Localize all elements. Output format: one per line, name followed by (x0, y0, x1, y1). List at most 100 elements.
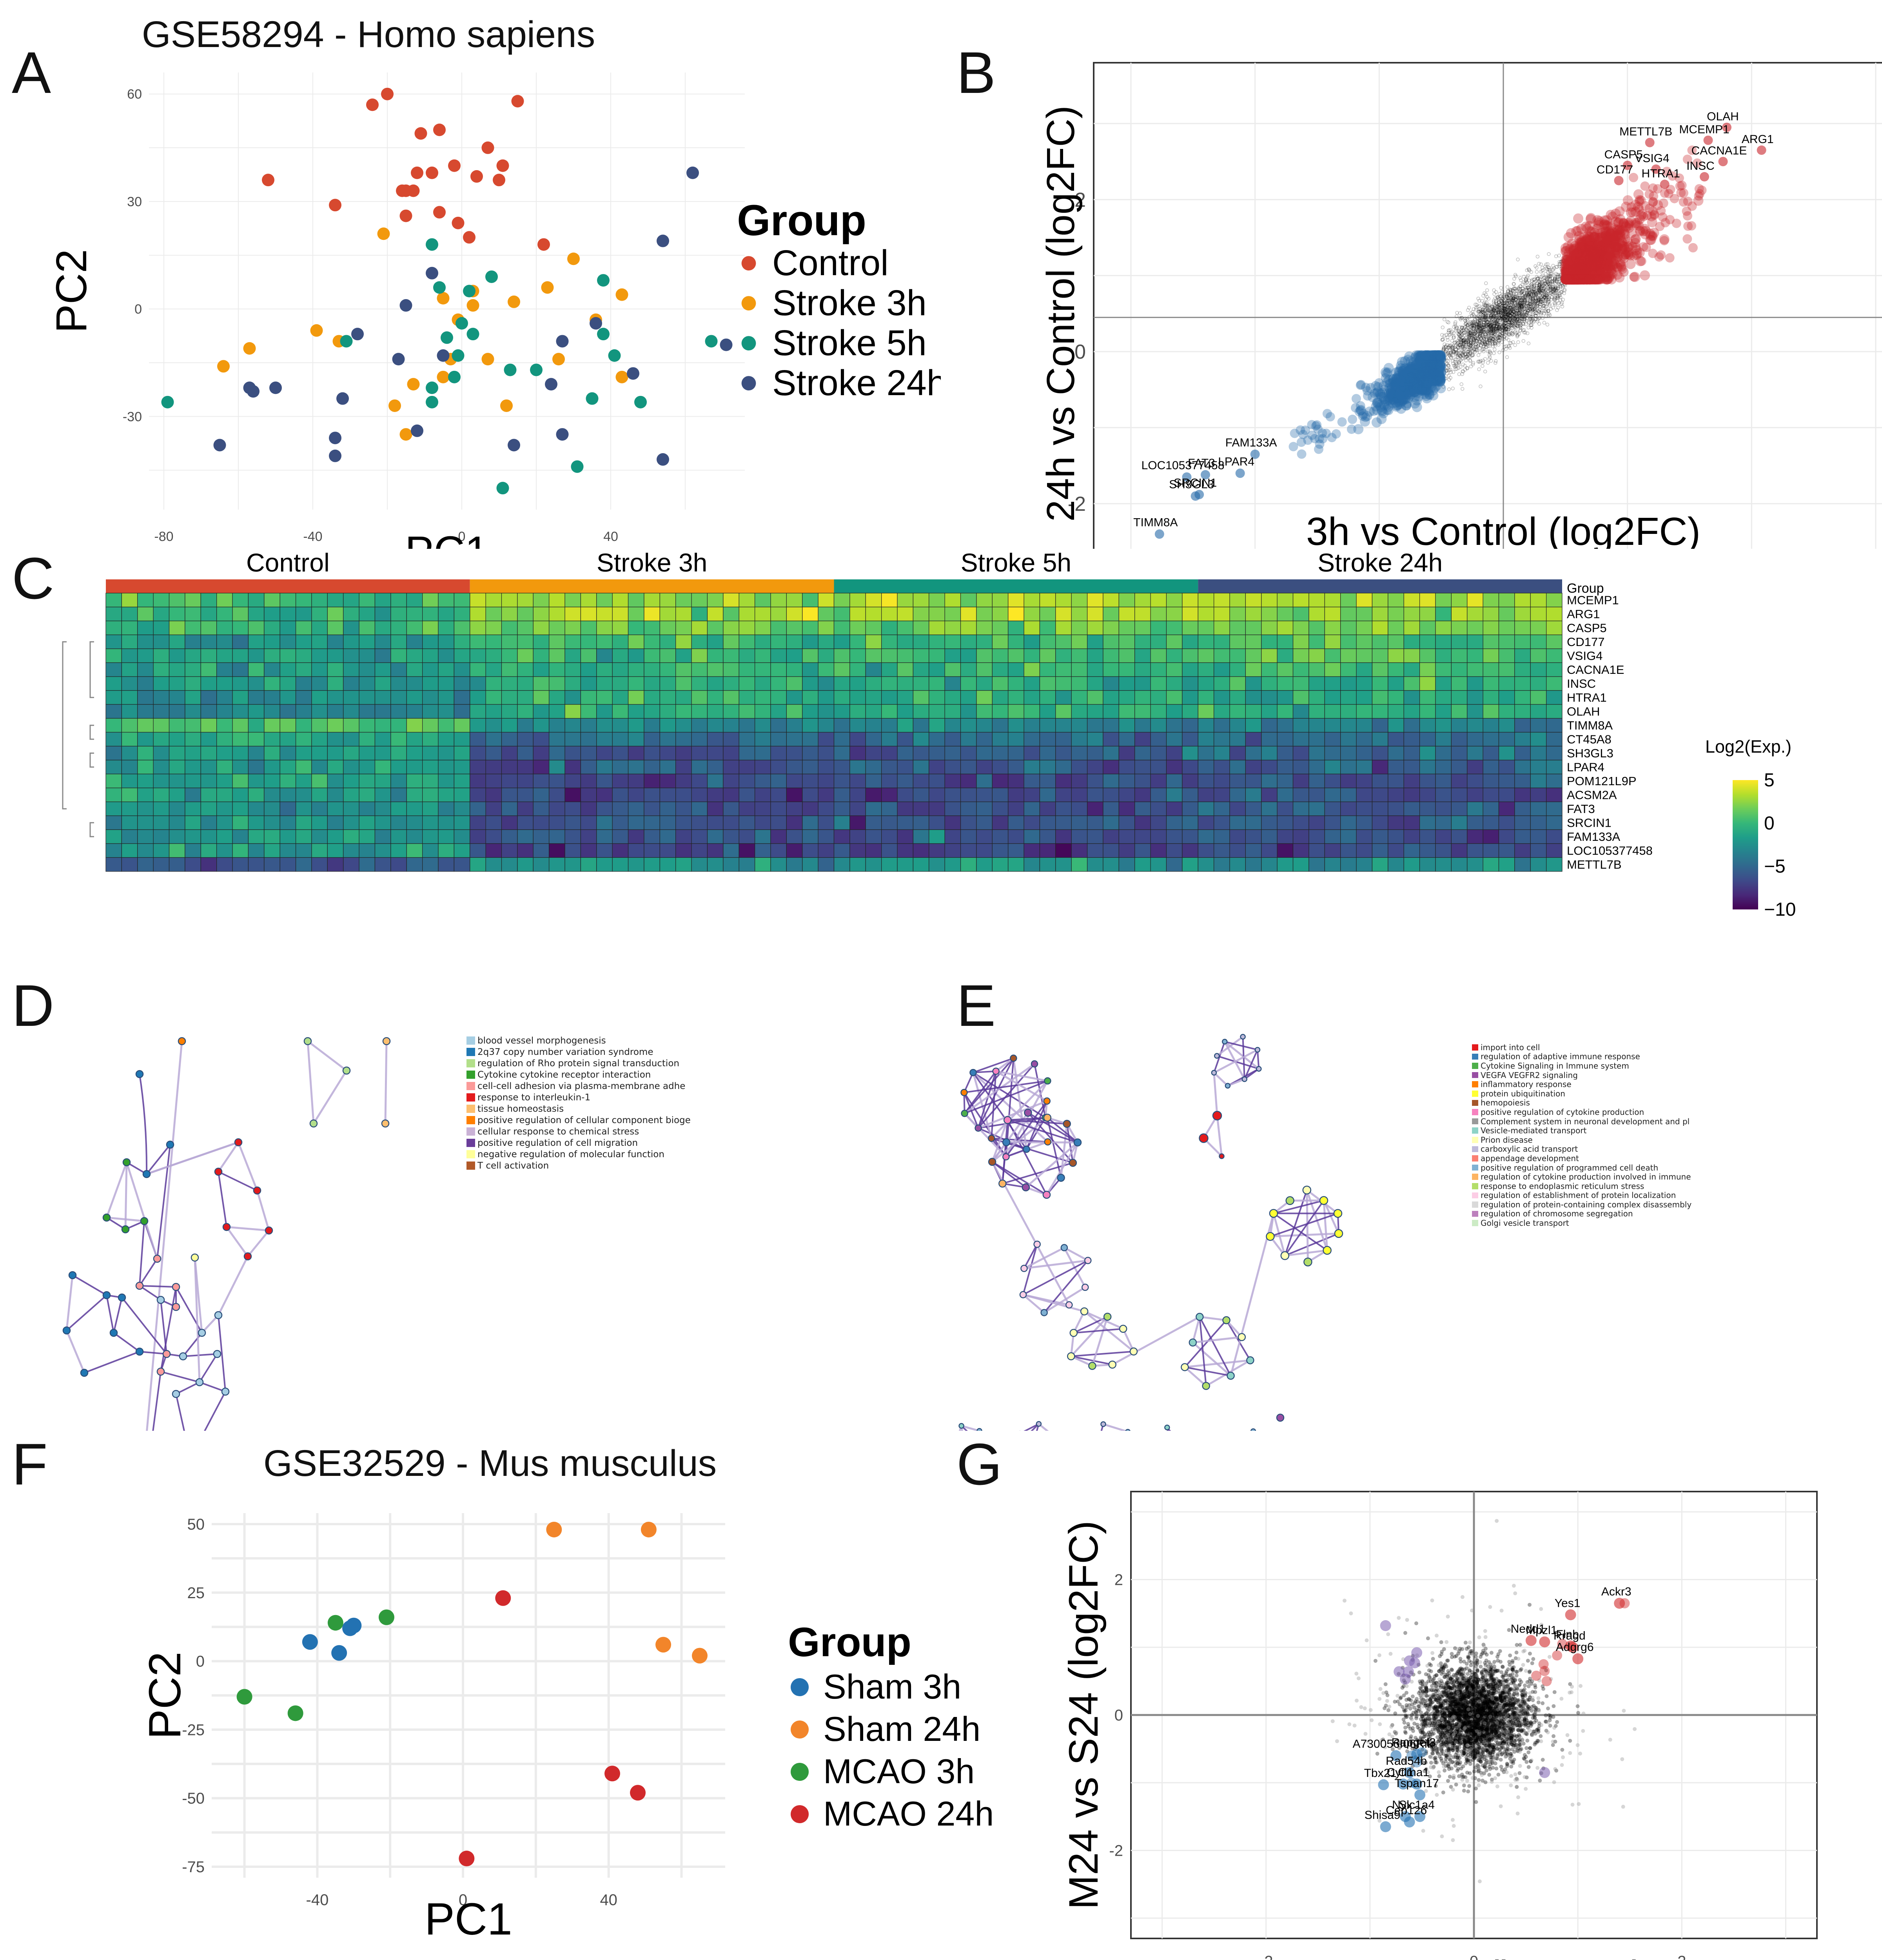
heatmap-cell (786, 704, 803, 719)
heatmap-cell (390, 634, 407, 649)
heatmap-cell (1039, 593, 1056, 608)
heatmap-cell (153, 621, 170, 635)
ns-gene-point (1452, 331, 1456, 335)
ns-gene-point (1503, 309, 1507, 313)
heatmap-cell (1166, 621, 1183, 635)
ns-gene-point (1548, 277, 1552, 281)
heatmap-cell (1514, 621, 1531, 635)
ns-gene-point (1459, 329, 1464, 333)
ns-gene-point (1500, 316, 1505, 320)
ns-gene-point (1553, 276, 1557, 280)
ns-gene-point (1491, 325, 1495, 329)
ns-gene-point (1494, 321, 1498, 325)
ns-gene-point (1498, 332, 1502, 337)
heatmap-cell (1309, 634, 1325, 649)
ns-gene-point (1533, 307, 1537, 311)
heatmap-cell (232, 690, 249, 705)
heatmap-cell (295, 662, 312, 677)
ns-gene-point (1475, 334, 1479, 338)
ns-gene-point (1491, 321, 1495, 325)
heatmap-cell (739, 704, 755, 719)
heatmap-cell (1483, 634, 1499, 649)
ns-gene-point (1555, 279, 1559, 283)
ns-gene-point (1516, 311, 1521, 315)
heatmap-cell (786, 648, 803, 663)
ns-gene-point (1445, 368, 1449, 372)
ns-gene-point (1466, 318, 1470, 323)
ns-gene-point (1498, 327, 1502, 331)
ns-gene-point (1510, 320, 1514, 324)
data-point-control (433, 123, 446, 136)
ns-gene-point (1546, 299, 1550, 304)
ns-gene-point (1478, 318, 1482, 323)
ns-gene-point (1530, 297, 1535, 301)
heatmap-cell (1435, 704, 1452, 719)
ns-gene-point (1539, 278, 1543, 282)
up-gene-point (1659, 236, 1669, 245)
ns-gene-point (1481, 342, 1485, 346)
ns-gene-point (1548, 302, 1552, 306)
heatmap-cell (1182, 704, 1198, 719)
data-point-stroke-5h (597, 328, 610, 341)
heatmap-cell (1134, 593, 1151, 608)
ns-gene-point (1528, 305, 1532, 309)
ns-gene-point (1483, 341, 1487, 345)
ns-gene-point (1537, 296, 1541, 301)
ns-gene-point (1467, 348, 1472, 352)
ns-gene-point (1550, 285, 1554, 289)
ns-gene-point (1554, 272, 1558, 276)
ns-gene-point (1560, 305, 1564, 309)
heatmap-cell (1087, 593, 1103, 608)
heatmap-cell (343, 621, 359, 635)
heatmap-cell (295, 704, 312, 719)
data-point-stroke-5h (705, 335, 718, 348)
heatmap-cell (311, 676, 328, 691)
ns-gene-point (1447, 345, 1452, 349)
heatmap-cell (849, 704, 866, 719)
up-gene-point (1682, 234, 1692, 244)
heatmap-cell (675, 690, 692, 705)
heatmap-cell (691, 648, 708, 663)
ns-gene-point (1445, 372, 1449, 376)
ns-gene-point (1486, 310, 1490, 314)
heatmap-cell (121, 648, 138, 663)
heatmap-cell (628, 648, 644, 663)
ns-gene-point (1517, 307, 1522, 311)
data-point-stroke-24h (657, 453, 669, 466)
heatmap-cell (169, 662, 185, 677)
ns-gene-point (1490, 331, 1494, 336)
heatmap-cell (1483, 593, 1499, 608)
ns-gene-point (1530, 300, 1534, 304)
heatmap-cell (1150, 690, 1167, 705)
ns-gene-point (1440, 379, 1444, 383)
heatmap-cell (596, 606, 613, 621)
ns-gene-point (1502, 301, 1506, 305)
heatmap-cell (1071, 676, 1088, 691)
ns-gene-point (1485, 295, 1489, 299)
ns-gene-point (1477, 335, 1481, 339)
ns-gene-point (1557, 262, 1562, 266)
ns-gene-point (1491, 337, 1495, 341)
heatmap-cell (1024, 606, 1040, 621)
ns-gene-point (1510, 299, 1515, 303)
heatmap-cell (596, 634, 613, 649)
heatmap-cell (1166, 704, 1183, 719)
group-label: Control (246, 549, 330, 577)
data-point-stroke-24h (686, 166, 699, 179)
ns-gene-point (1548, 268, 1552, 272)
heatmap-cell (1134, 634, 1151, 649)
ns-gene-point (1470, 321, 1475, 325)
heatmap-cell (1055, 634, 1072, 649)
heatmap-cell (1229, 704, 1246, 719)
ns-gene-point (1539, 285, 1543, 289)
ns-gene-point (1494, 329, 1498, 333)
ns-gene-point (1474, 329, 1477, 333)
ns-gene-point (1552, 287, 1557, 291)
heatmap-cell (1530, 648, 1547, 663)
ns-gene-point (1455, 314, 1459, 318)
heatmap-cell (1166, 634, 1183, 649)
heatmap-cell (1024, 593, 1040, 608)
heatmap-cell (185, 606, 201, 621)
heatmap-cell (279, 690, 296, 705)
heatmap-cell (1372, 690, 1388, 705)
